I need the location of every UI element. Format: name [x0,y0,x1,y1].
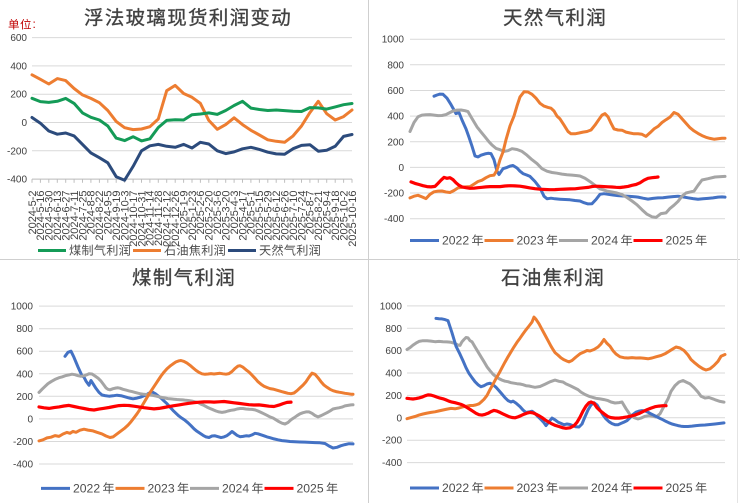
svg-text:2024-6-13: 2024-6-13 [52,191,64,241]
svg-text:2024: 2024 [591,481,618,495]
svg-text:0: 0 [396,413,402,424]
svg-text:2025-8-7: 2025-8-7 [305,191,317,235]
svg-text:-200: -200 [7,146,27,157]
svg-text:2024-5-2: 2024-5-2 [27,191,39,235]
svg-text:400: 400 [387,112,404,123]
svg-text:2025-2-20: 2025-2-20 [204,191,216,241]
svg-text:2025-7-24: 2025-7-24 [296,191,308,241]
svg-text:200: 200 [10,90,27,101]
svg-text:2025-7-10: 2025-7-10 [288,191,300,241]
svg-text:1000: 1000 [11,302,34,313]
svg-text:2023: 2023 [517,234,544,248]
svg-text:400: 400 [16,369,33,380]
svg-text:2024-5-16: 2024-5-16 [35,191,47,241]
svg-text:2024-8-22: 2024-8-22 [94,191,106,241]
svg-text:2025-3-20: 2025-3-20 [221,191,233,241]
svg-text:2025-10-2: 2025-10-2 [338,191,350,241]
svg-text:2024-12-26: 2024-12-26 [170,191,182,247]
svg-text:2025: 2025 [666,234,693,248]
svg-text:-200: -200 [384,189,404,200]
svg-text:2022: 2022 [442,481,469,495]
svg-text:800: 800 [385,324,402,335]
svg-text:2024-11-28: 2024-11-28 [153,191,165,246]
svg-text::: : [33,17,36,31]
svg-text:-200: -200 [13,437,33,448]
svg-text:2025-5-15: 2025-5-15 [254,191,266,241]
svg-text:-200: -200 [382,436,402,447]
svg-text:-400: -400 [382,458,402,469]
svg-text:2025: 2025 [666,481,693,495]
svg-text:2024-11-14: 2024-11-14 [145,191,157,246]
svg-text:2025-9-4: 2025-9-4 [322,191,334,235]
svg-text:2023: 2023 [148,482,175,496]
svg-text:800: 800 [16,324,33,335]
svg-text:-400: -400 [7,175,27,186]
svg-text:2024-10-17: 2024-10-17 [128,191,140,247]
svg-text:800: 800 [387,60,404,71]
svg-text:600: 600 [16,347,33,358]
svg-text:2025: 2025 [297,482,324,496]
svg-text:-400: -400 [13,460,33,471]
svg-text:2024-8-8: 2024-8-8 [86,191,98,235]
svg-text:2025-4-17: 2025-4-17 [237,191,249,241]
svg-text:2024-6-27: 2024-6-27 [61,191,73,241]
svg-text:2024-10-31: 2024-10-31 [136,191,148,247]
svg-text:2025-6-12: 2025-6-12 [271,191,283,241]
svg-text:2024: 2024 [591,234,618,248]
svg-text:2025-8-21: 2025-8-21 [313,191,325,241]
svg-text:2025-9-18: 2025-9-18 [330,191,342,241]
svg-text:2024-7-11: 2024-7-11 [69,191,81,240]
svg-text:2024-9-5: 2024-9-5 [103,191,115,235]
svg-text:2025-3-6: 2025-3-6 [212,191,224,235]
svg-text:2024-5-30: 2024-5-30 [44,191,56,241]
svg-text:600: 600 [387,86,404,97]
svg-text:2024-9-19: 2024-9-19 [111,191,123,241]
svg-text:200: 200 [16,392,33,403]
svg-text:2025-5-29: 2025-5-29 [263,191,275,241]
svg-text:2022: 2022 [73,482,100,496]
svg-text:0: 0 [27,414,33,425]
svg-text:0: 0 [398,163,404,174]
svg-text:2025-6-26: 2025-6-26 [279,191,291,241]
svg-text:200: 200 [387,137,404,148]
svg-text:2025-2-6: 2025-2-6 [195,191,207,235]
svg-text:0: 0 [21,118,27,129]
svg-text:400: 400 [385,369,402,380]
svg-text:400: 400 [10,61,27,72]
svg-text:2025-10-16: 2025-10-16 [347,191,359,247]
svg-text:2025-1-23: 2025-1-23 [187,191,199,241]
svg-text:1000: 1000 [380,301,403,312]
svg-text:600: 600 [10,33,27,44]
svg-text:1000: 1000 [382,35,405,46]
svg-text:2024-10-3: 2024-10-3 [119,191,131,241]
svg-text:600: 600 [385,346,402,357]
svg-text:2024: 2024 [222,482,249,496]
svg-text:2025-5-1: 2025-5-1 [246,191,258,235]
svg-text:2025-4-3: 2025-4-3 [229,191,241,235]
svg-text:2022: 2022 [442,234,469,248]
svg-text:2023: 2023 [517,481,544,495]
svg-text:2025-1-9: 2025-1-9 [178,191,190,235]
svg-text:2024-12-12: 2024-12-12 [162,191,174,247]
svg-text:-400: -400 [384,214,404,225]
svg-text:2024-7-25: 2024-7-25 [77,191,89,241]
svg-text:200: 200 [385,391,402,402]
